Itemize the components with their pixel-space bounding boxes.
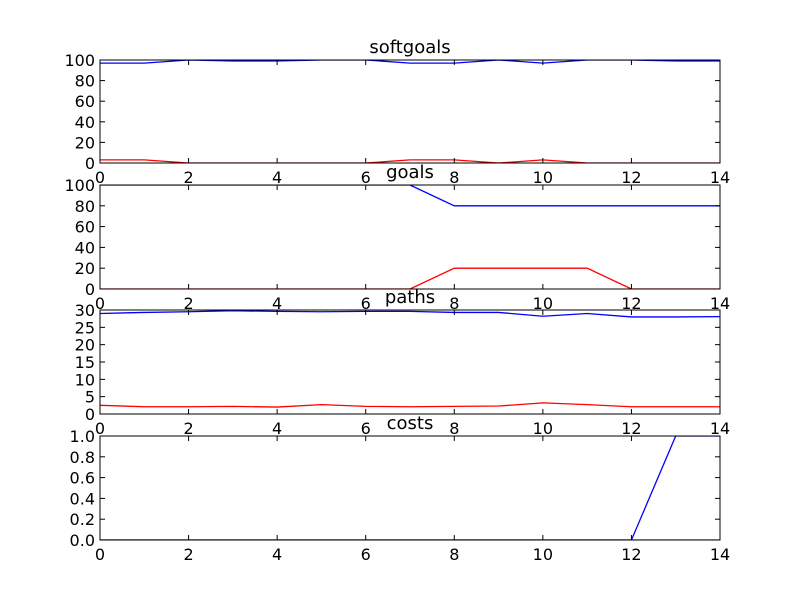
y-tick-label: 0 <box>85 280 95 299</box>
x-tick-label: 0 <box>95 168 105 187</box>
x-tick-label: 6 <box>361 294 371 313</box>
subplot-title: goals <box>386 162 434 183</box>
x-tick-label: 2 <box>183 419 193 438</box>
axes-frame <box>99 59 721 164</box>
x-tick-label: 2 <box>183 545 193 564</box>
y-tick-label: 0.6 <box>70 469 95 488</box>
x-tick-label: 14 <box>710 294 730 313</box>
series-line-red <box>100 267 720 289</box>
x-tick-label: 0 <box>95 545 105 564</box>
x-tick-label: 4 <box>272 294 282 313</box>
x-tick-label: 8 <box>449 545 459 564</box>
x-tick-label: 12 <box>621 168 641 187</box>
x-tick-label: 14 <box>710 419 730 438</box>
y-tick-label: 0 <box>85 405 95 424</box>
x-tick-label: 4 <box>272 419 282 438</box>
x-tick-label: 8 <box>449 294 459 313</box>
series-line-blue <box>100 436 720 540</box>
x-tick-label: 0 <box>95 419 105 438</box>
y-tick-label: 20 <box>75 259 95 278</box>
x-tick-label: 10 <box>533 419 553 438</box>
x-tick-label: 10 <box>533 294 553 313</box>
y-tick-label: 10 <box>75 370 95 389</box>
axes-frame <box>99 184 721 290</box>
y-tick-label: 40 <box>75 238 95 257</box>
series-line-blue <box>100 185 720 207</box>
x-tick-label: 8 <box>449 168 459 187</box>
subplot-title: paths <box>385 287 435 308</box>
subplot-title: costs <box>387 413 434 434</box>
y-tick-label: 100 <box>64 51 95 70</box>
x-tick-label: 6 <box>361 545 371 564</box>
y-tick-label: 60 <box>75 218 95 237</box>
x-tick-label: 4 <box>272 545 282 564</box>
x-tick-label: 8 <box>449 419 459 438</box>
y-tick-label: 40 <box>75 113 95 132</box>
y-tick-label: 0.4 <box>70 489 95 508</box>
y-tick-label: 25 <box>75 318 95 337</box>
series-line-red <box>100 402 720 408</box>
subplot-title: softgoals <box>369 37 450 58</box>
y-tick-label: 80 <box>75 197 95 216</box>
x-tick-label: 12 <box>621 545 641 564</box>
y-tick-label: 5 <box>85 388 95 407</box>
x-tick-label: 14 <box>710 168 730 187</box>
y-tick-label: 1.0 <box>70 427 95 446</box>
y-tick-label: 0.8 <box>70 448 95 467</box>
axes-frame <box>99 309 721 415</box>
x-tick-label: 2 <box>183 168 193 187</box>
x-tick-label: 12 <box>621 419 641 438</box>
x-tick-label: 6 <box>361 419 371 438</box>
x-tick-label: 0 <box>95 294 105 313</box>
y-tick-label: 20 <box>75 336 95 355</box>
y-tick-label: 30 <box>75 301 95 320</box>
series-line-red <box>100 159 720 163</box>
x-tick-label: 12 <box>621 294 641 313</box>
x-tick-label: 14 <box>710 545 730 564</box>
series-line-blue <box>100 310 720 318</box>
y-tick-label: 20 <box>75 133 95 152</box>
x-tick-label: 10 <box>533 168 553 187</box>
y-tick-label: 100 <box>64 176 95 195</box>
axes-frame <box>99 435 721 541</box>
y-tick-label: 80 <box>75 72 95 91</box>
x-tick-label: 4 <box>272 168 282 187</box>
subplot-costs: 0 2 4 6 8 10 12 14 0.0 0.2 0.40.6 0.8 1.0 costs <box>70 413 731 564</box>
y-tick-label: 0 <box>85 154 95 173</box>
y-tick-label: 0.0 <box>70 531 95 550</box>
y-tick-label: 0.2 <box>70 510 95 529</box>
x-tick-label: 10 <box>533 545 553 564</box>
x-tick-label: 2 <box>183 294 193 313</box>
y-tick-label: 60 <box>75 92 95 111</box>
x-tick-label: 6 <box>361 168 371 187</box>
y-tick-label: 15 <box>75 353 95 372</box>
